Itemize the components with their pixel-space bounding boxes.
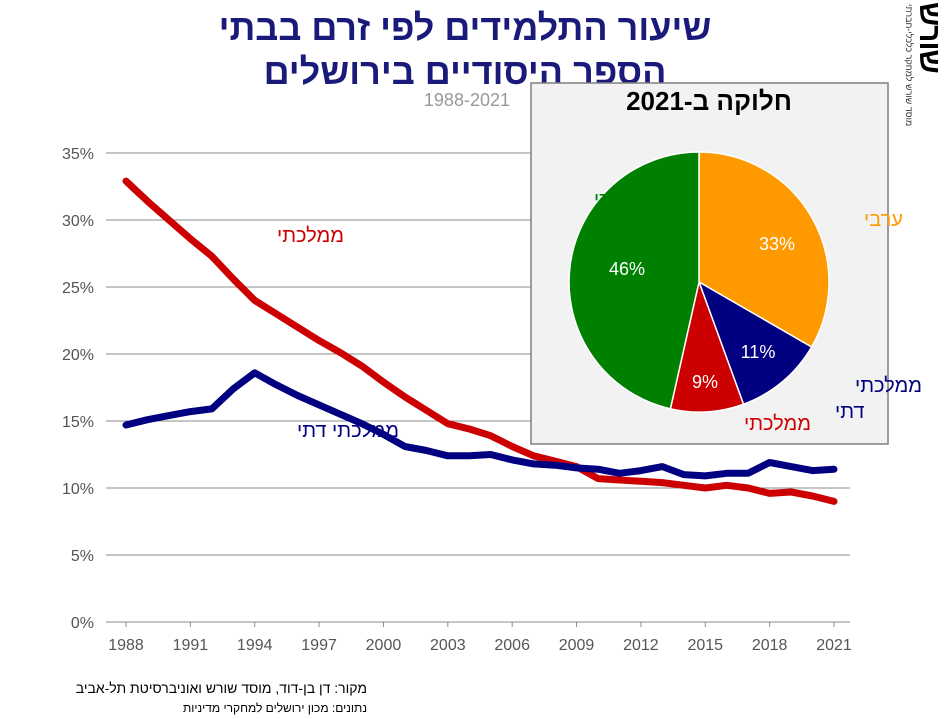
pie-slice bbox=[697, 280, 813, 406]
x-tick-label: 2006 bbox=[494, 637, 530, 654]
pie-slice bbox=[568, 151, 700, 410]
series-line-1 bbox=[122, 177, 838, 505]
series-label-mamlachti: ממלכתי bbox=[277, 225, 344, 247]
x-tick-label: 1988 bbox=[108, 637, 144, 654]
y-tick-label: 35% bbox=[62, 146, 94, 163]
series-label-mamlachti-dati: ממלכתי דתי bbox=[297, 420, 399, 442]
x-tick-label: 2012 bbox=[623, 637, 659, 654]
brand-logo-block: שורש מוסד שורש למחקר כלכלי-חברתי bbox=[904, 2, 948, 126]
pie-slice-name-label-2: דתי bbox=[835, 401, 865, 423]
chart-title: שיעור התלמידים לפי זרם בבתי הספר היסודיי… bbox=[100, 6, 830, 94]
chart-title-line-1: שיעור התלמידים לפי זרם בבתי bbox=[218, 7, 712, 48]
y-tick-label: 10% bbox=[62, 481, 94, 498]
pie-title: חלוקה ב-2021 bbox=[626, 86, 792, 116]
x-tick-label: 1991 bbox=[173, 637, 209, 654]
pie-slice-value-label: 9% bbox=[692, 372, 718, 392]
y-tick-label: 20% bbox=[62, 347, 94, 364]
x-tick-label: 2003 bbox=[430, 637, 466, 654]
pie-slice bbox=[698, 151, 830, 349]
x-tick-label: 2015 bbox=[687, 637, 723, 654]
pie-slice-value-label: 46% bbox=[609, 259, 645, 279]
data-source-note: נתונים: מכון ירושלים למחקרי מדיניות bbox=[182, 701, 367, 715]
x-tick-label: 1997 bbox=[301, 637, 337, 654]
x-tick-label: 2009 bbox=[559, 637, 595, 654]
series-line-2 bbox=[122, 369, 838, 480]
x-tick-label: 2021 bbox=[816, 637, 852, 654]
y-tick-label: 5% bbox=[71, 548, 94, 565]
pie-slice-value-label: 11% bbox=[741, 342, 776, 362]
pie-slice-name-label: ממלכתי bbox=[855, 375, 922, 397]
chart-subtitle: 1988-2021 bbox=[424, 90, 510, 110]
pie-slice-name-label: ערבי bbox=[864, 209, 903, 231]
source-note: מקור: דן בן-דוד, מוסד שורש ואוניברסיטת ת… bbox=[75, 680, 367, 696]
pie-slice-name-label: ממלכתי bbox=[744, 413, 811, 435]
y-tick-label: 15% bbox=[62, 414, 94, 431]
brand-logo: שורש bbox=[913, 2, 946, 73]
y-tick-label: 0% bbox=[71, 615, 94, 632]
y-tick-label: 30% bbox=[62, 213, 94, 230]
x-tick-label: 2018 bbox=[752, 637, 788, 654]
pie-slice-value-label: 33% bbox=[759, 234, 795, 254]
x-tick-label: 1994 bbox=[237, 637, 273, 654]
x-tick-label: 2000 bbox=[366, 637, 402, 654]
y-tick-label: 25% bbox=[62, 280, 94, 297]
pie-slice-name-label: חרדי bbox=[594, 189, 634, 211]
brand-tagline: מוסד שורש למחקר כלכלי-חברתי bbox=[904, 4, 914, 127]
